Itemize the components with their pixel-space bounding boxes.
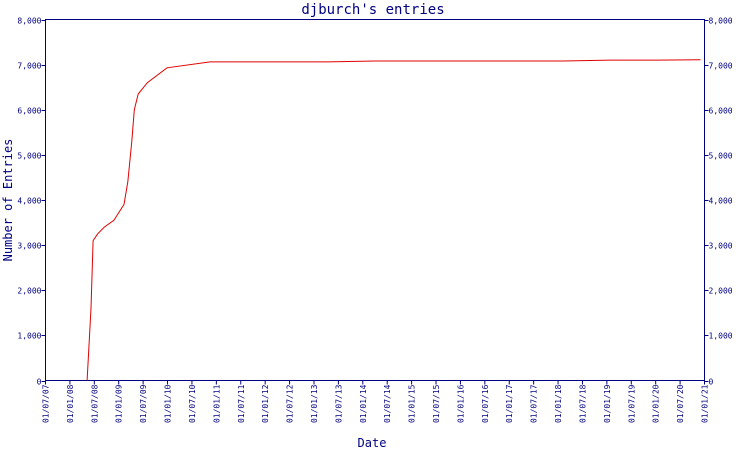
y-tick-label: 8,000 xyxy=(709,17,733,26)
y-axis-right: 0 1,000 2,000 3,000 4,000 5,000 6,000 7,000 8,00… xyxy=(704,17,733,387)
x-tick-label: 01/07/09 xyxy=(139,384,148,423)
x-tick-label: 01/01/10 xyxy=(164,384,173,423)
x-tick-label: 01/01/21 xyxy=(701,384,710,423)
x-tick-label: 01/01/08 xyxy=(66,384,75,423)
y-tick-label: 1,000 xyxy=(17,332,41,341)
x-tick-label: 01/07/07 xyxy=(42,384,51,423)
x-axis: 01/07/07 01/01/08 01/07/08 01/01/09 01/07/09… xyxy=(42,380,710,423)
x-tick-label: 01/01/16 xyxy=(456,384,465,423)
y-axis-title: Number of Entries xyxy=(1,139,15,262)
series-line xyxy=(86,59,701,381)
x-tick-label: 01/01/14 xyxy=(359,384,368,423)
x-tick-label: 01/01/19 xyxy=(603,384,612,423)
x-tick-label: 01/01/11 xyxy=(212,384,221,423)
x-tick-label: 01/07/20 xyxy=(676,384,685,423)
y-tick-label: 0 xyxy=(709,378,714,387)
x-tick-label: 01/07/08 xyxy=(90,384,99,423)
x-tick-label: 01/01/18 xyxy=(554,384,563,423)
x-tick-label: 01/07/14 xyxy=(383,384,392,423)
y-tick-label: 3,000 xyxy=(17,242,41,251)
y-tick-label: 8,000 xyxy=(17,17,41,26)
y-tick-label: 6,000 xyxy=(709,107,733,116)
y-tick-label: 3,000 xyxy=(709,242,733,251)
x-tick-label: 01/07/10 xyxy=(188,384,197,423)
y-tick-label: 2,000 xyxy=(709,287,733,296)
y-tick-label: 7,000 xyxy=(17,62,41,71)
y-tick-label: 5,000 xyxy=(17,152,41,161)
x-tick-label: 01/07/19 xyxy=(627,384,636,423)
x-tick-label: 01/01/17 xyxy=(505,384,514,423)
y-tick-label: 4,000 xyxy=(709,197,733,206)
x-tick-label: 01/07/13 xyxy=(334,384,343,423)
x-axis-title: Date xyxy=(358,436,387,450)
y-tick-label: 0 xyxy=(37,378,42,387)
y-axis-left: 0 1,000 2,000 3,000 4,000 5,000 6,000 7,000 8,00… xyxy=(17,17,46,387)
x-tick-label: 01/01/20 xyxy=(652,384,661,423)
x-tick-label: 01/07/11 xyxy=(237,384,246,423)
x-tick-label: 01/07/17 xyxy=(530,384,539,423)
y-tick-label: 7,000 xyxy=(709,62,733,71)
x-tick-label: 01/07/12 xyxy=(286,384,295,423)
y-tick-label: 2,000 xyxy=(17,287,41,296)
x-tick-label: 01/07/16 xyxy=(481,384,490,423)
y-tick-label: 1,000 xyxy=(709,332,733,341)
y-tick-label: 5,000 xyxy=(709,152,733,161)
x-tick-label: 01/01/12 xyxy=(261,384,270,423)
x-tick-label: 01/01/09 xyxy=(115,384,124,423)
x-tick-label: 01/01/15 xyxy=(408,384,417,423)
y-tick-label: 6,000 xyxy=(17,107,41,116)
x-tick-label: 01/01/13 xyxy=(310,384,319,423)
plot-frame xyxy=(45,19,705,381)
chart-title: djburch's entries xyxy=(301,2,444,18)
x-tick-label: 01/07/18 xyxy=(578,384,587,423)
y-tick-label: 4,000 xyxy=(17,197,41,206)
x-tick-label: 01/07/15 xyxy=(432,384,441,423)
